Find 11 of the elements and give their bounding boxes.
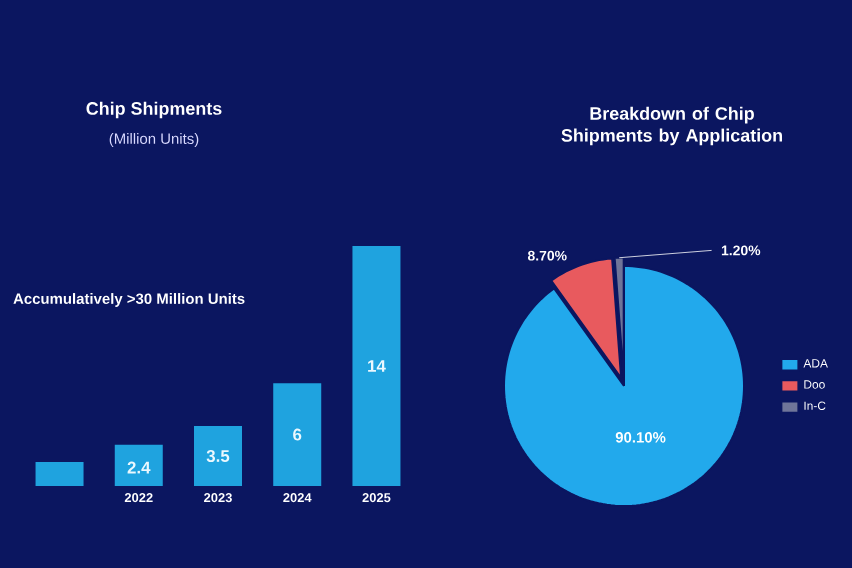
data-label: 6 [293,428,302,441]
data-label: 14 [368,360,386,372]
bar [114,444,163,486]
chart-title: Chip Shipments [86,101,222,119]
bar [352,246,401,486]
data-label: 3.5 [206,450,230,462]
data-label: 2.4 [127,461,151,474]
chart-title: Breakdown of Chip Shipments by Application [561,106,782,146]
bar [35,462,84,486]
bar [273,383,322,486]
bar [194,426,242,486]
